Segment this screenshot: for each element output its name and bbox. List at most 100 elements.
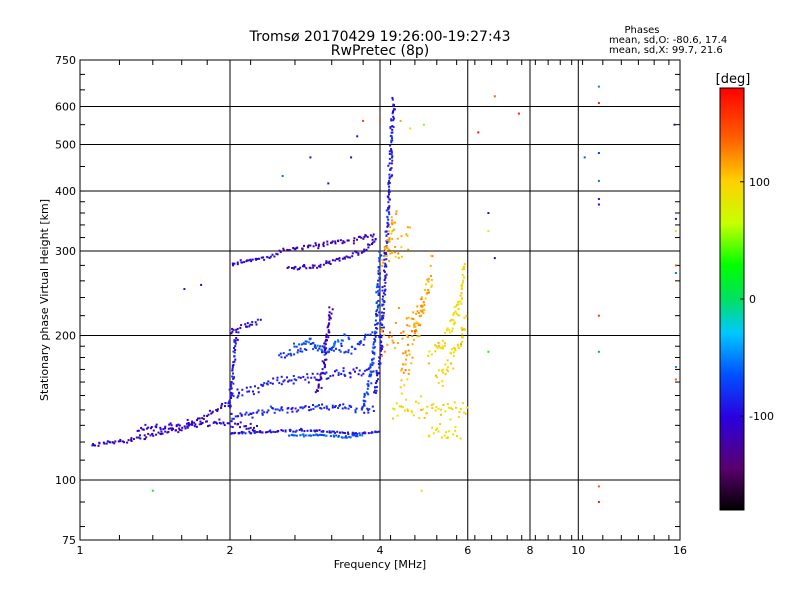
data-point	[384, 293, 387, 296]
data-point	[425, 292, 428, 295]
data-point	[392, 407, 395, 410]
data-point	[462, 336, 464, 339]
x-tick-label: 10	[571, 544, 585, 557]
data-point	[597, 203, 600, 206]
data-point	[381, 303, 384, 306]
data-point	[457, 344, 460, 347]
data-point	[455, 406, 458, 409]
data-point	[323, 366, 326, 369]
data-point	[421, 305, 424, 308]
data-point	[419, 395, 422, 398]
data-point	[358, 432, 361, 435]
data-point	[453, 306, 456, 309]
data-point	[344, 257, 346, 260]
data-point	[344, 407, 347, 410]
data-point	[423, 308, 426, 311]
data-point	[319, 263, 322, 266]
data-point	[367, 393, 370, 396]
data-point	[230, 385, 233, 388]
data-point	[376, 314, 379, 317]
data-point	[328, 350, 330, 353]
data-point	[241, 388, 244, 391]
data-point	[249, 426, 252, 429]
data-point	[230, 387, 233, 390]
data-point	[121, 440, 124, 443]
data-point	[207, 413, 210, 416]
data-point	[375, 369, 378, 372]
data-point	[254, 257, 257, 260]
data-point	[378, 250, 381, 253]
data-point	[422, 301, 425, 304]
data-point	[340, 342, 343, 345]
data-point	[390, 118, 393, 121]
data-point	[381, 315, 384, 318]
data-point	[597, 85, 600, 88]
data-point	[400, 379, 403, 382]
data-point	[407, 349, 410, 352]
data-point	[183, 425, 186, 428]
data-point	[332, 345, 335, 348]
data-point	[363, 250, 366, 253]
data-point	[268, 257, 271, 259]
data-point	[323, 406, 326, 409]
data-point	[367, 243, 369, 246]
data-point	[450, 362, 452, 365]
x-tick-label: 4	[377, 544, 384, 557]
data-point	[232, 262, 235, 265]
data-point	[387, 218, 390, 221]
data-point	[448, 430, 451, 433]
data-point	[361, 434, 364, 437]
data-point	[252, 430, 255, 433]
data-point	[318, 243, 320, 246]
data-point	[289, 352, 292, 355]
data-point	[397, 252, 400, 255]
data-point	[459, 294, 462, 297]
data-point	[412, 414, 415, 417]
data-point	[270, 431, 273, 434]
data-point	[360, 408, 363, 411]
data-point	[354, 348, 357, 351]
data-point	[390, 148, 392, 150]
data-point	[397, 307, 400, 309]
data-point	[389, 331, 391, 334]
data-point	[291, 406, 294, 409]
data-point	[487, 230, 490, 233]
data-point	[371, 235, 374, 238]
data-point	[434, 350, 437, 353]
data-point	[272, 377, 275, 380]
data-point	[452, 351, 455, 354]
data-point	[464, 412, 467, 415]
data-point	[410, 317, 413, 320]
data-point	[434, 409, 437, 412]
data-point	[380, 326, 383, 329]
data-point	[337, 240, 340, 243]
data-point	[302, 342, 305, 345]
data-point	[389, 226, 392, 229]
data-point	[392, 126, 395, 128]
data-point	[379, 256, 381, 259]
y-tick-label: 400	[55, 185, 76, 198]
data-point	[369, 365, 372, 368]
data-point	[266, 411, 269, 414]
data-point	[175, 424, 178, 427]
data-point	[381, 289, 384, 292]
data-point	[453, 323, 456, 326]
data-point	[339, 350, 342, 353]
data-point	[386, 239, 389, 242]
data-point	[362, 119, 365, 122]
data-point	[252, 390, 254, 393]
x-tick-label: 8	[527, 544, 534, 557]
data-point	[194, 423, 197, 426]
data-point	[367, 384, 370, 387]
data-point	[149, 434, 152, 437]
data-point	[197, 417, 199, 420]
data-point	[248, 430, 251, 433]
data-point	[155, 433, 158, 436]
data-point	[316, 372, 319, 375]
data-point	[391, 223, 394, 226]
data-point	[463, 265, 466, 268]
data-point	[224, 402, 227, 404]
data-point	[142, 428, 145, 431]
data-point	[349, 436, 352, 439]
